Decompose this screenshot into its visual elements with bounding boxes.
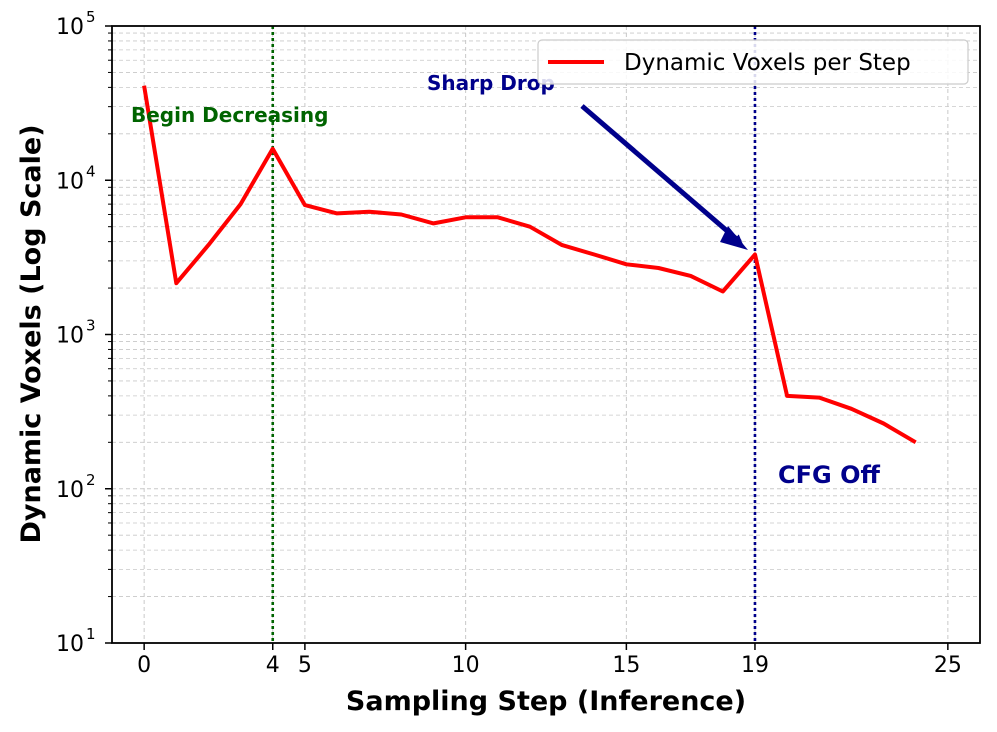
x-axis-title: Sampling Step (Inference) xyxy=(346,686,746,717)
label-cfg-off: CFG Off xyxy=(778,461,880,489)
y-tick-exponent: 3 xyxy=(86,317,96,335)
y-tick-exponent: 5 xyxy=(86,8,96,26)
y-tick-label: 10 xyxy=(56,478,84,503)
annotation-layer: Begin Decreasing CFG Off Sharp Drop xyxy=(131,71,880,489)
y-axis-title: Dynamic Voxels (Log Scale) xyxy=(16,124,47,543)
x-tick-label: 10 xyxy=(452,653,480,678)
vline-layer xyxy=(271,26,757,643)
x-tick-label: 4 xyxy=(266,653,280,678)
legend-box xyxy=(537,39,969,85)
y-tick-label: 10 xyxy=(56,324,84,349)
x-tick-label: 0 xyxy=(137,653,151,678)
label-begin-decreasing: Begin Decreasing xyxy=(131,103,328,127)
legend-label: Dynamic Voxels per Step xyxy=(624,50,911,76)
y-tick-label: 10 xyxy=(56,15,84,40)
y-tick-exponent: 1 xyxy=(86,625,96,643)
x-tick-label: 19 xyxy=(741,653,769,678)
y-tick-exponent: 2 xyxy=(86,471,96,489)
y-tick-exponent: 4 xyxy=(86,162,96,180)
x-tick-label: 25 xyxy=(934,653,962,678)
sharp-drop-arrowhead xyxy=(720,226,748,250)
series-layer xyxy=(142,85,917,445)
x-tick-label: 15 xyxy=(612,653,640,678)
legend: Dynamic Voxels per Step xyxy=(537,39,969,85)
y-tick-label: 10 xyxy=(56,632,84,657)
sharp-drop-arrow xyxy=(580,104,744,245)
label-sharp-drop: Sharp Drop xyxy=(427,71,555,95)
x-tick-label: 5 xyxy=(298,653,312,678)
y-tick-label: 10 xyxy=(56,169,84,194)
series-line xyxy=(142,85,917,445)
